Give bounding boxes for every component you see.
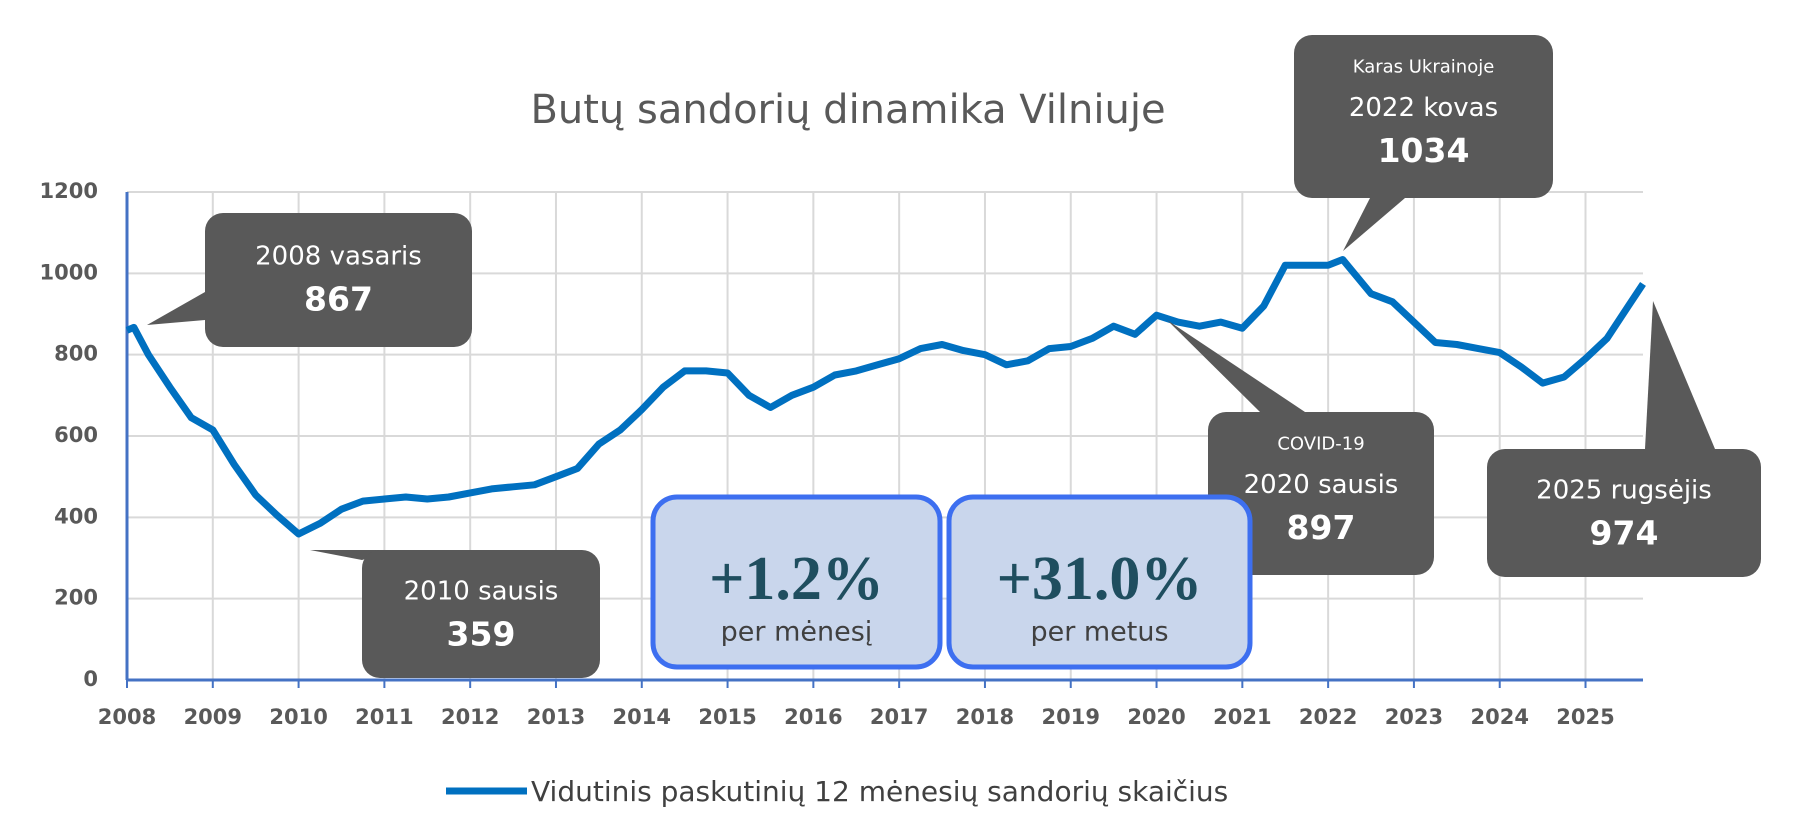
callout-value: 867 <box>304 280 373 319</box>
x-tick-label: 2025 <box>1556 705 1614 729</box>
callout-note: COVID-19 <box>1277 434 1364 455</box>
legend-label: Vidutinis paskutinių 12 mėnesių sandorių… <box>531 775 1228 808</box>
callout-box <box>362 550 600 678</box>
callout-date: 2008 vasaris <box>255 242 422 272</box>
callout-value: 897 <box>1287 508 1356 547</box>
x-tick-label: 2010 <box>269 705 327 729</box>
callout-value: 974 <box>1590 514 1659 553</box>
x-tick-label: 2009 <box>184 705 242 729</box>
x-tick-label: 2008 <box>98 705 156 729</box>
x-tick-label: 2011 <box>355 705 413 729</box>
x-tick-label: 2014 <box>613 705 671 729</box>
callout-value: 1034 <box>1378 131 1470 170</box>
callout-box <box>1208 412 1434 575</box>
callout-pointer <box>1167 320 1305 412</box>
x-tick-label: 2022 <box>1299 705 1357 729</box>
y-tick-label: 1200 <box>40 179 98 203</box>
callout-value: 359 <box>447 615 516 654</box>
y-tick-label: 1000 <box>40 260 98 284</box>
callout-date: 2025 rugsėjis <box>1536 476 1712 506</box>
x-tick-label: 2023 <box>1385 705 1443 729</box>
summary-box <box>650 494 943 670</box>
callout-pointer <box>1645 301 1715 449</box>
callout-box <box>1294 35 1553 198</box>
y-tick-label: 600 <box>54 423 98 447</box>
summary-change: +31.0% <box>997 545 1203 613</box>
x-tick-label: 2013 <box>527 705 585 729</box>
x-tick-label: 2024 <box>1470 705 1528 729</box>
data-line <box>125 256 1646 538</box>
chart-title: Butų sandorių dinamika Vilniuje <box>530 87 1165 133</box>
x-tick-label: 2020 <box>1127 705 1185 729</box>
callout-pointer <box>147 292 205 325</box>
y-tick-label: 800 <box>54 342 98 366</box>
callout-pointer <box>1343 198 1405 251</box>
x-tick-label: 2016 <box>784 705 842 729</box>
x-tick-label: 2017 <box>870 705 928 729</box>
callout-date: 2010 sausis <box>404 577 559 607</box>
y-tick-label: 400 <box>54 504 98 528</box>
summary-period: per mėnesį <box>721 617 873 648</box>
x-tick-label: 2012 <box>441 705 499 729</box>
callout-date: 2022 kovas <box>1349 93 1498 123</box>
summary-box <box>946 494 1253 670</box>
callout-box <box>1487 449 1761 577</box>
callout-date: 2020 sausis <box>1244 470 1399 500</box>
x-tick-label: 2019 <box>1042 705 1100 729</box>
x-tick-label: 2015 <box>698 705 756 729</box>
x-tick-label: 2021 <box>1213 705 1271 729</box>
x-tick-label: 2018 <box>956 705 1014 729</box>
y-tick-label: 0 <box>83 667 98 691</box>
summary-period: per metus <box>1030 617 1168 648</box>
summary-change: +1.2% <box>709 545 884 613</box>
y-tick-label: 200 <box>54 586 98 610</box>
callout-box <box>205 213 472 347</box>
callout-note: Karas Ukrainoje <box>1353 57 1495 78</box>
